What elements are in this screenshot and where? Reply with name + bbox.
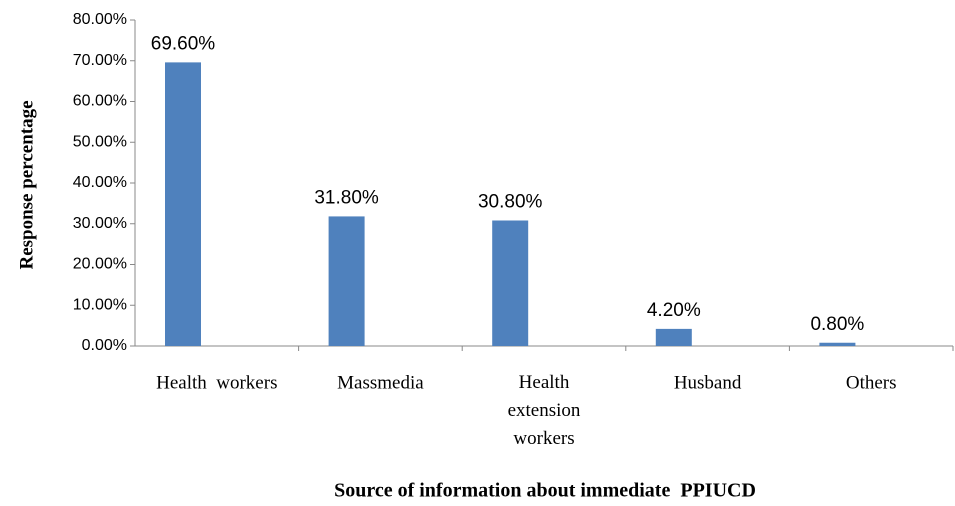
bar bbox=[165, 62, 201, 346]
x-tick-label: Husband bbox=[674, 372, 742, 393]
y-tick-label: 50.00% bbox=[73, 133, 127, 150]
value-label: 69.60% bbox=[151, 33, 216, 54]
bar bbox=[655, 328, 692, 346]
y-tick-label: 30.00% bbox=[73, 215, 127, 232]
x-axis-label: Source of information about immediate PP… bbox=[334, 480, 756, 502]
y-tick-label: 80.00% bbox=[73, 11, 127, 28]
bar bbox=[328, 216, 365, 346]
value-label: 0.80% bbox=[810, 314, 864, 335]
x-tick-label: Others bbox=[846, 372, 897, 393]
bar bbox=[492, 220, 529, 346]
x-tick-label: Health workers bbox=[156, 372, 277, 393]
y-tick-label: 40.00% bbox=[73, 174, 127, 191]
y-tick-label: 0.00% bbox=[82, 337, 127, 354]
value-label: 4.20% bbox=[647, 300, 701, 321]
value-label: 30.80% bbox=[478, 192, 543, 213]
x-tick-label: Health extension workers bbox=[508, 372, 581, 449]
y-tick-label: 60.00% bbox=[73, 93, 127, 110]
y-tick-label: 10.00% bbox=[73, 296, 127, 313]
bar bbox=[819, 342, 856, 346]
value-label: 31.80% bbox=[314, 187, 379, 208]
x-tick-label: Massmedia bbox=[337, 372, 424, 393]
y-tick-label: 20.00% bbox=[73, 256, 127, 273]
y-tick-label: 70.00% bbox=[73, 52, 127, 69]
y-axis-label: Response percentage bbox=[16, 100, 37, 269]
